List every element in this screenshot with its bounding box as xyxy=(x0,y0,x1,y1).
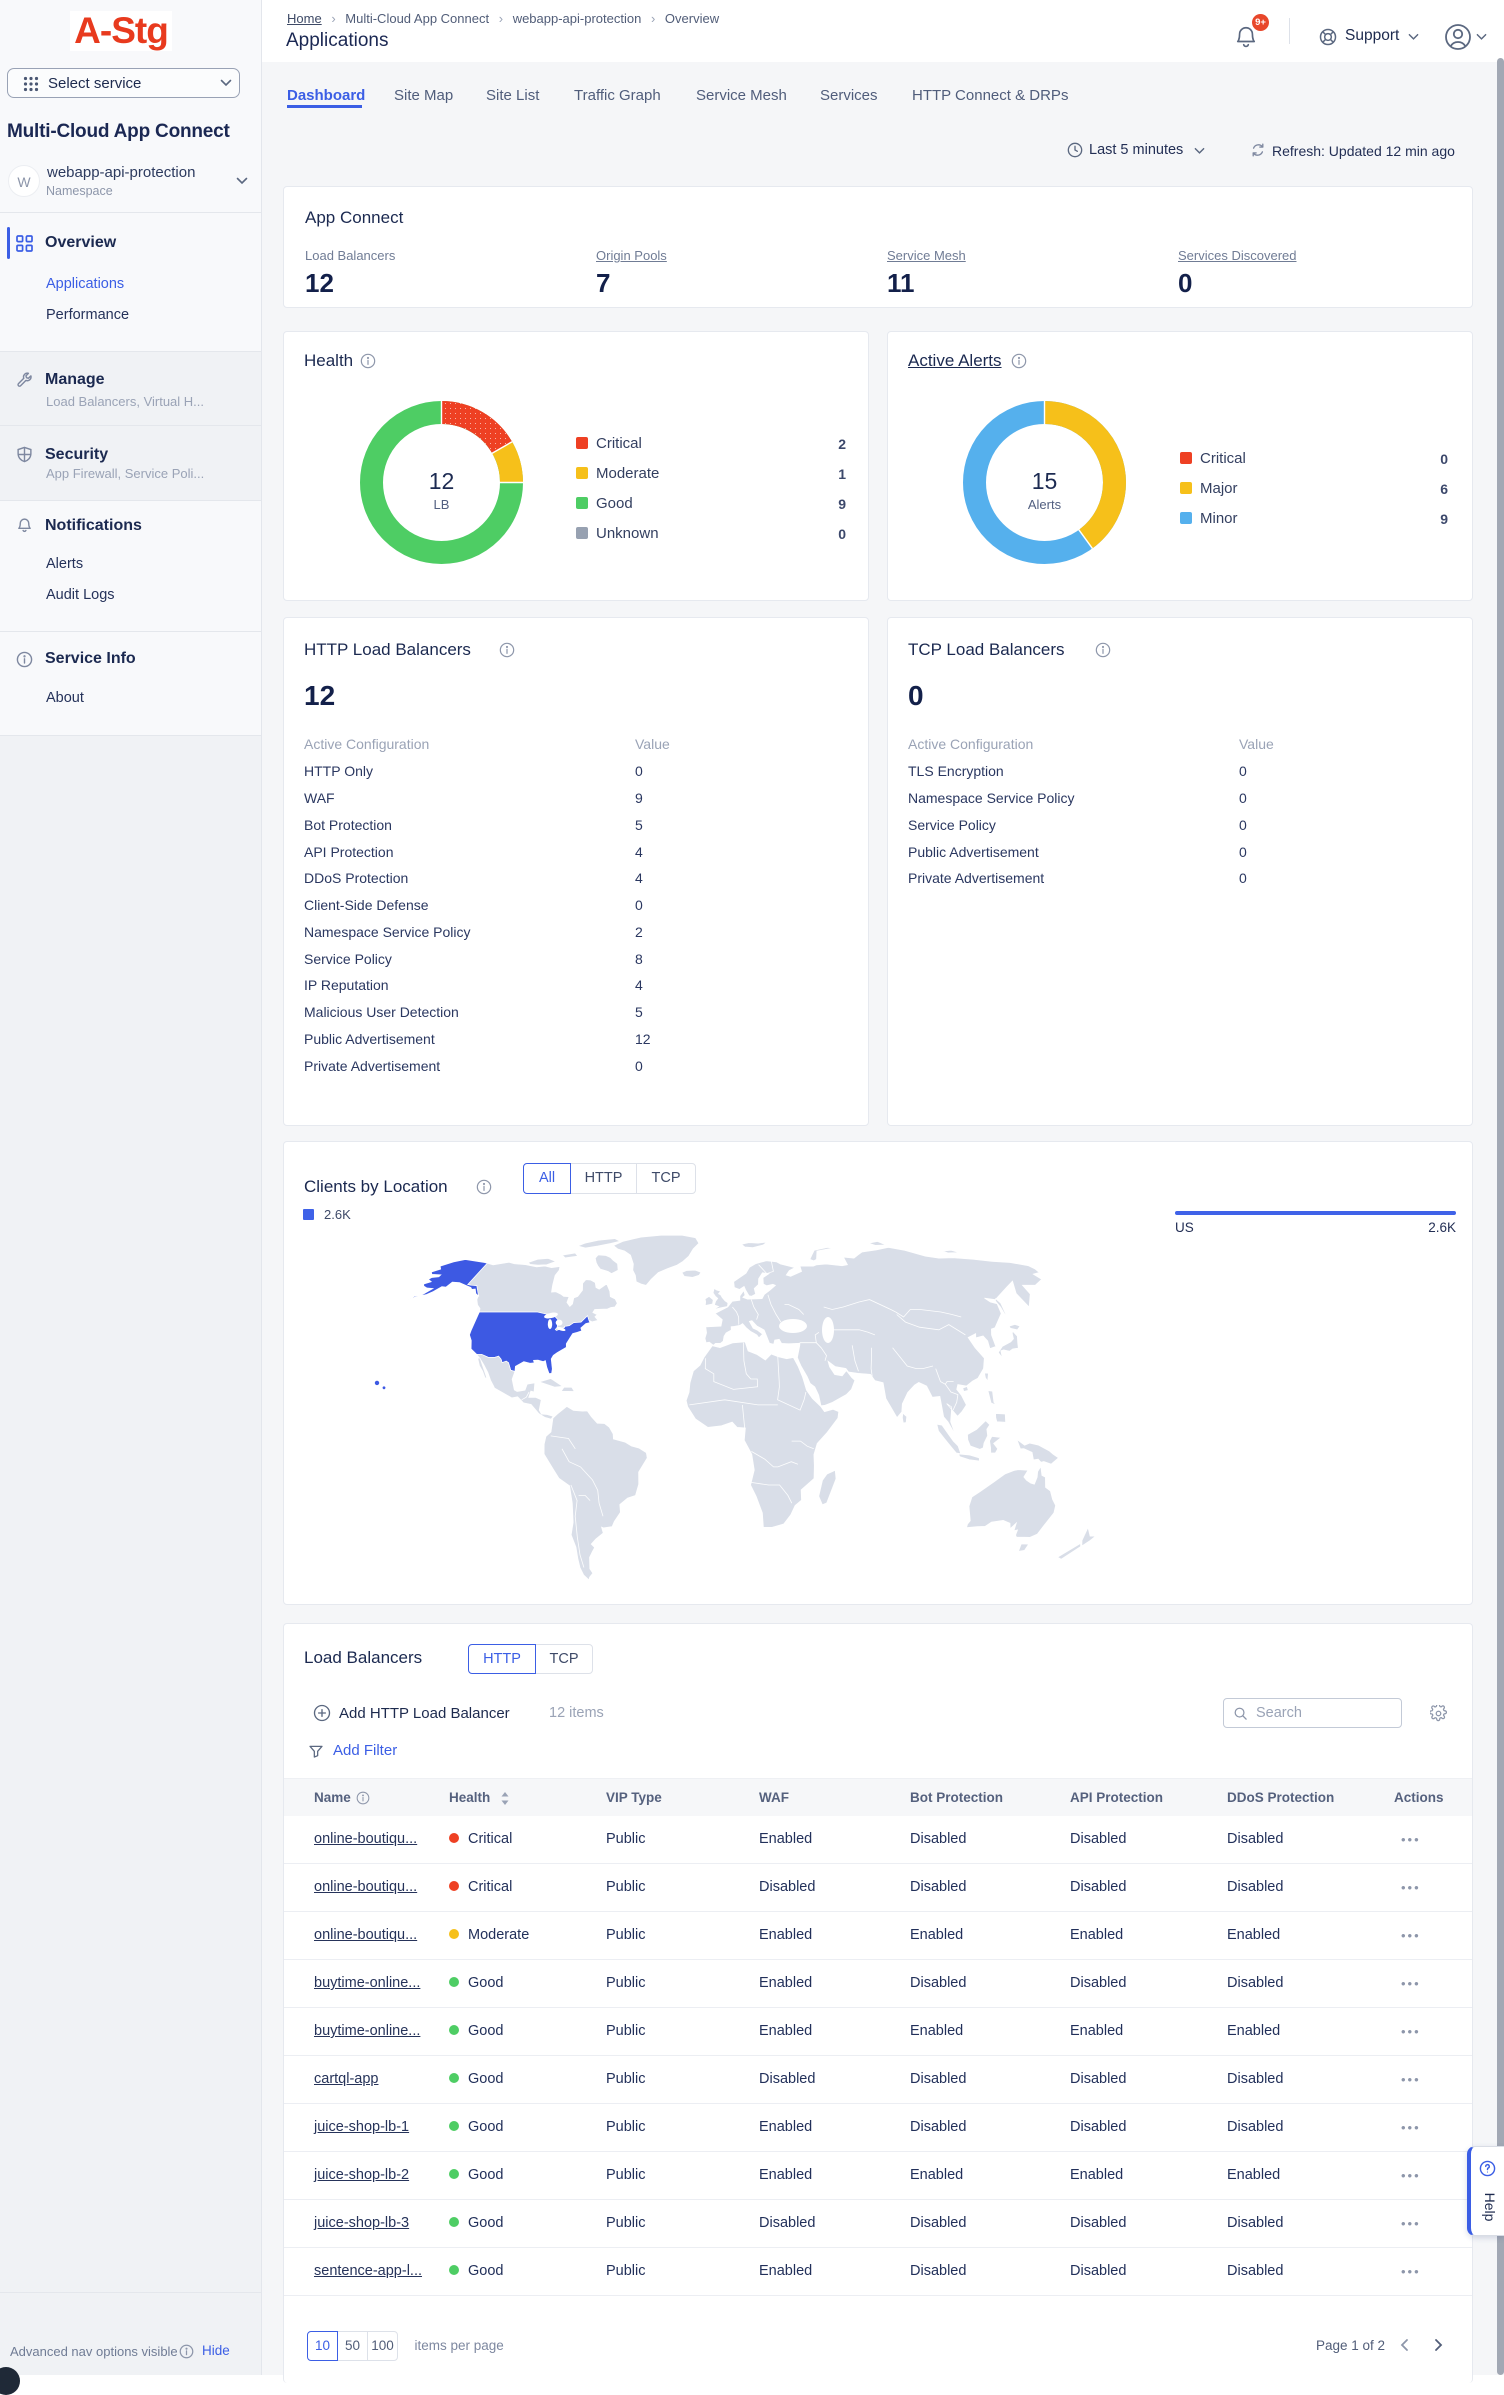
svg-text:15: 15 xyxy=(1032,468,1058,494)
svg-text:LB: LB xyxy=(434,497,450,512)
svg-text:12: 12 xyxy=(429,468,455,494)
svg-text:Alerts: Alerts xyxy=(1028,497,1062,512)
